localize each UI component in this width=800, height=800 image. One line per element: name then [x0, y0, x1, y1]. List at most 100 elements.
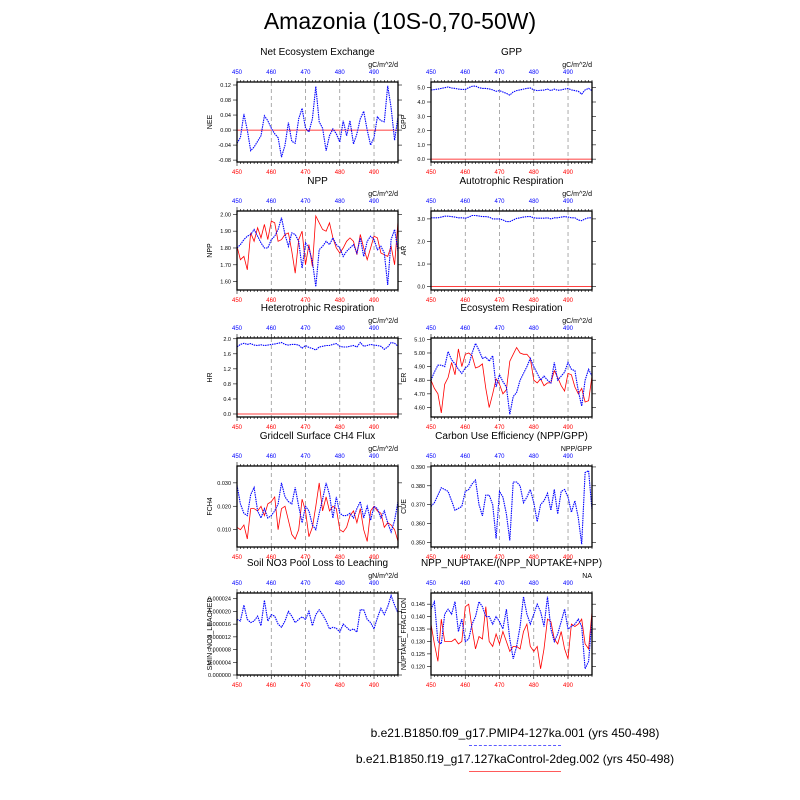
x-tick-label-top: 490: [563, 199, 574, 205]
y-axis-label: FCH4: [207, 497, 214, 515]
y-tick-label: 2.0: [417, 239, 425, 245]
y-axis-label: SMIN_NO3_LEACHED: [207, 598, 214, 671]
x-tick-label-bottom: 450: [232, 170, 243, 176]
y-tick-label: 5.0: [417, 86, 425, 92]
y-tick-label: 0.0: [417, 157, 425, 163]
x-tick-label-bottom: 450: [232, 298, 243, 304]
x-tick-label-top: 460: [460, 454, 471, 460]
x-tick-label-bottom: 490: [563, 425, 574, 431]
y-axis-label: AR: [401, 246, 408, 256]
y-tick-label: 0.125: [411, 652, 425, 658]
x-tick-label-bottom: 460: [460, 555, 471, 561]
x-tick-label-bottom: 450: [232, 555, 243, 561]
x-tick-label-bottom: 480: [529, 555, 540, 561]
x-tick-label-bottom: 490: [563, 170, 574, 176]
x-tick-label-top: 450: [232, 326, 243, 332]
y-tick-label: 0.0: [223, 412, 231, 418]
page-title: Amazonia (10S-0,70-50W): [263, 8, 537, 34]
x-tick-label-top: 460: [460, 581, 471, 587]
x-tick-label-bottom: 450: [232, 683, 243, 689]
x-tick-label-top: 460: [266, 581, 277, 587]
y-tick-label: 0.08: [220, 98, 231, 104]
y-tick-label: 3.0: [417, 217, 425, 223]
series-line-blue: [431, 469, 592, 545]
x-tick-label-top: 460: [266, 199, 277, 205]
chart-title: GPP: [501, 47, 522, 58]
x-tick-label-top: 490: [563, 70, 574, 76]
chart-title: Heterotrophic Respiration: [261, 303, 374, 314]
units-label: gC/m^2/d: [368, 446, 398, 453]
x-tick-label-bottom: 470: [495, 298, 506, 304]
x-tick-label-bottom: 480: [529, 425, 540, 431]
y-axis-label: NUPTAKE_FRACTION: [401, 598, 408, 670]
plot-frame: [236, 592, 399, 676]
y-tick-label: 0.350: [411, 540, 425, 546]
page-title-wrap: Amazonia (10S-0,70-50W): [0, 8, 800, 35]
x-tick-label-top: 480: [335, 326, 346, 332]
y-axis-label: ER: [401, 373, 408, 383]
x-tick-label-bottom: 470: [495, 425, 506, 431]
x-tick-label-bottom: 450: [426, 298, 437, 304]
plot-frame: [236, 337, 399, 418]
x-tick-label-bottom: 460: [460, 298, 471, 304]
x-tick-label-top: 470: [301, 581, 312, 587]
x-tick-label-top: 480: [335, 454, 346, 460]
x-tick-label-bottom: 490: [369, 298, 380, 304]
x-tick-label-bottom: 470: [301, 298, 312, 304]
y-tick-label: 0.145: [411, 602, 425, 608]
y-tick-label: 2.0: [417, 129, 425, 135]
x-tick-label-top: 470: [495, 454, 506, 460]
series-line-red: [237, 482, 398, 542]
units-label: gC/m^2/d: [368, 318, 398, 325]
chart-title: Gridcell Surface CH4 Flux: [260, 431, 376, 442]
x-tick-label-top: 480: [529, 581, 540, 587]
x-tick-label-bottom: 480: [335, 425, 346, 431]
x-tick-label-bottom: 460: [266, 425, 277, 431]
series-line-blue: [237, 482, 398, 534]
y-tick-label: 1.80: [220, 246, 231, 252]
x-tick-label-top: 460: [266, 454, 277, 460]
x-tick-label-bottom: 450: [232, 425, 243, 431]
y-tick-label: 0.04: [220, 113, 231, 119]
y-tick-label: 3.0: [417, 114, 425, 120]
y-tick-label: 0.000000: [208, 673, 231, 679]
x-tick-label-bottom: 490: [369, 425, 380, 431]
y-tick-label: 0.120: [411, 664, 425, 670]
x-tick-label-bottom: 490: [369, 683, 380, 689]
x-tick-label-bottom: 470: [301, 683, 312, 689]
x-tick-label-top: 490: [369, 454, 380, 460]
x-tick-label-top: 470: [495, 199, 506, 205]
x-tick-label-top: 450: [426, 70, 437, 76]
y-tick-label: 0.12: [220, 83, 231, 89]
legend-line-2: [469, 771, 561, 772]
x-tick-label-bottom: 490: [369, 170, 380, 176]
x-tick-label-bottom: 480: [335, 555, 346, 561]
chart-panel-10: NPP_NUPTAKE/(NPP_NUPTAKE+NPP) NA NUPTAKE_F…: [401, 558, 602, 689]
series-line-blue: [237, 593, 398, 634]
y-tick-label: 0.130: [411, 639, 425, 645]
chart-title: Ecosystem Respiration: [460, 303, 562, 314]
y-tick-label: 0.360: [411, 521, 425, 527]
plot-frame: [236, 81, 399, 163]
x-tick-label-top: 490: [369, 70, 380, 76]
legend-line-1: [469, 745, 561, 750]
x-tick-label-bottom: 460: [460, 683, 471, 689]
x-tick-label-bottom: 480: [335, 170, 346, 176]
y-tick-label: 4.0: [417, 100, 425, 106]
y-tick-label: 0.8: [223, 382, 231, 388]
series-line-blue: [237, 341, 398, 351]
plot-frame: [236, 465, 399, 548]
units-label: NA: [582, 573, 592, 580]
x-tick-label-top: 470: [301, 70, 312, 76]
x-tick-label-bottom: 460: [460, 170, 471, 176]
plot-frame: [236, 210, 399, 291]
y-tick-label: 0.000016: [208, 622, 231, 628]
chart-panel-1: Net Ecosystem Exchange gC/m^2/d NEE 450 450 4…: [207, 47, 402, 176]
x-tick-label-bottom: 450: [426, 425, 437, 431]
x-tick-label-top: 490: [369, 581, 380, 587]
x-tick-label-top: 480: [335, 199, 346, 205]
y-axis-label: NEE: [207, 114, 214, 129]
y-tick-label: -0.04: [218, 143, 231, 149]
units-label: gC/m^2/d: [368, 191, 398, 198]
x-tick-label-bottom: 490: [563, 555, 574, 561]
